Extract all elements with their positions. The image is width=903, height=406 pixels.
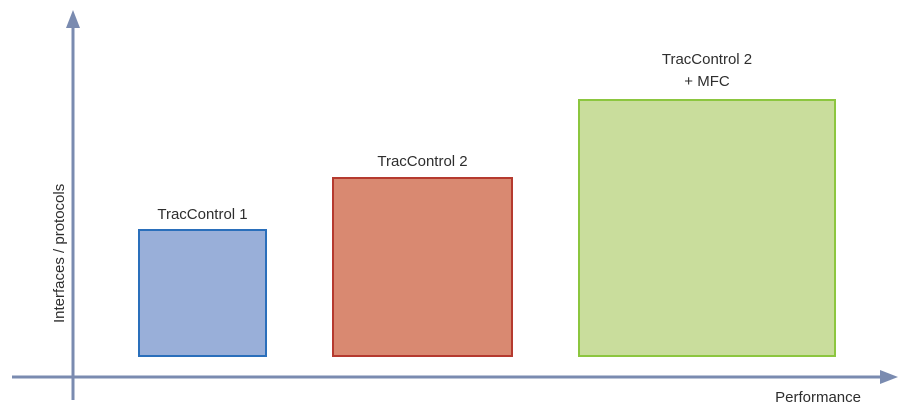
tc2-label: TracControl 2 bbox=[377, 153, 467, 170]
tc2-mfc-box bbox=[578, 99, 836, 357]
x-axis-label: Performance bbox=[775, 389, 861, 406]
box-tc1: TracControl 1 bbox=[138, 206, 267, 357]
box-tc2: TracControl 2 bbox=[332, 153, 513, 357]
tc2-mfc-label-line-1: TracControl 2 bbox=[662, 51, 752, 68]
y-axis-label: Interfaces / protocols bbox=[51, 184, 68, 323]
box-tc2-mfc: TracControl 2 + MFC bbox=[578, 51, 836, 357]
tc2-box bbox=[332, 177, 513, 357]
y-axis-arrowhead bbox=[66, 10, 80, 28]
x-axis-arrowhead bbox=[880, 370, 898, 384]
tc1-label: TracControl 1 bbox=[157, 206, 247, 223]
tc2-mfc-label-line-2: + MFC bbox=[684, 73, 730, 90]
tc1-box bbox=[138, 229, 267, 357]
